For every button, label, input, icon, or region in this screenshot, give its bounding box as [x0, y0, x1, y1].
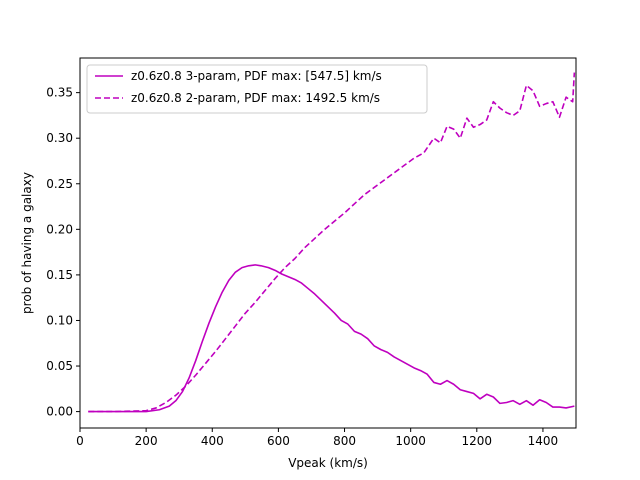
- x-tick-label: 1000: [395, 434, 426, 448]
- y-tick-label: 0.00: [46, 405, 73, 419]
- y-tick-label: 0.30: [46, 131, 73, 145]
- x-axis-ticks: 0 200 400 600 800 1000 1200 1400: [76, 428, 558, 448]
- y-axis-label: prob of having a galaxy: [20, 172, 34, 314]
- y-tick-label: 0.15: [46, 268, 73, 282]
- y-axis-ticks: 0.00 0.05 0.10 0.15 0.20 0.25 0.30 0.35: [46, 86, 80, 419]
- legend-label-2: z0.6z0.8 2-param, PDF max: 1492.5 km/s: [131, 91, 380, 105]
- x-axis-label: Vpeak (km/s): [288, 456, 368, 470]
- x-tick-label: 1400: [528, 434, 559, 448]
- legend: z0.6z0.8 3-param, PDF max: [547.5] km/s z…: [86, 64, 428, 114]
- y-tick-label: 0.35: [46, 86, 73, 100]
- y-tick-label: 0.05: [46, 359, 73, 373]
- legend-label-1: z0.6z0.8 3-param, PDF max: [547.5] km/s: [131, 69, 382, 83]
- y-tick-label: 0.20: [46, 222, 73, 236]
- x-tick-label: 400: [201, 434, 224, 448]
- series-line-1: [88, 264, 575, 413]
- y-tick-label: 0.25: [46, 177, 73, 191]
- plot-frame: [79, 57, 577, 429]
- x-tick-label: 0: [76, 434, 84, 448]
- x-tick-label: 800: [333, 434, 356, 448]
- x-tick-label: 1200: [462, 434, 493, 448]
- series-layer: [88, 72, 576, 413]
- x-tick-label: 200: [135, 434, 158, 448]
- legend-box: [86, 64, 428, 114]
- x-tick-label: 600: [267, 434, 290, 448]
- y-tick-label: 0.10: [46, 313, 73, 327]
- series-line-2: [88, 72, 576, 413]
